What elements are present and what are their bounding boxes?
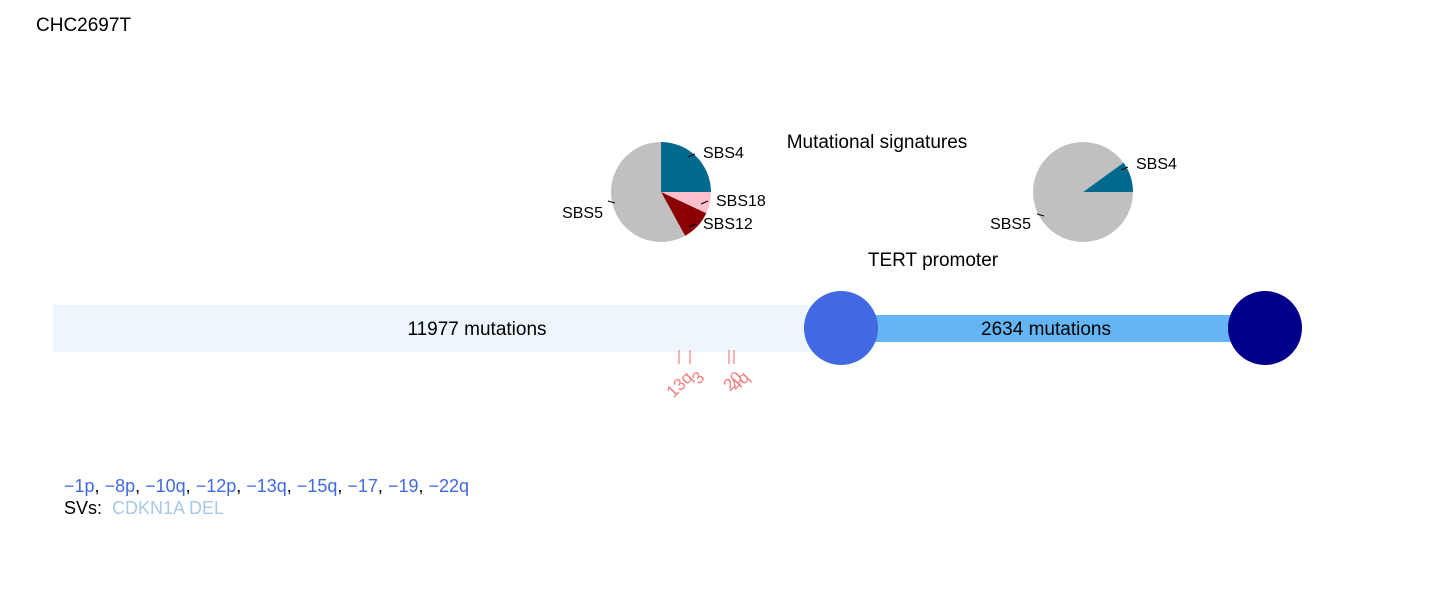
pie-label-sbs4: SBS4 <box>703 145 744 162</box>
pie-slice-sbs18 <box>661 192 711 214</box>
pie-label-tick <box>688 223 697 228</box>
cna-separator: , <box>377 476 388 496</box>
pie-label-sbs5: SBS5 <box>562 205 603 222</box>
pie-slice-sbs4 <box>1083 162 1133 192</box>
cna-separator: , <box>185 476 196 496</box>
pie-slice-sbs5 <box>1032 142 1133 243</box>
cna-event: −8p <box>104 476 136 496</box>
cna-event: −19 <box>387 476 419 496</box>
cna-markers: 13q 3 20 4q <box>663 350 753 401</box>
clone-node-2 <box>1228 291 1302 365</box>
pie-label-tick <box>687 153 696 158</box>
sv-values: CDKN1A DEL <box>112 498 225 518</box>
cna-event: −1p <box>64 476 95 496</box>
sv-line: SVs: CDKN1A DEL <box>64 498 224 519</box>
pie-label-sbs4: SBS4 <box>1136 156 1177 173</box>
cna-event: −13q <box>246 476 287 496</box>
cna-separator: , <box>94 476 105 496</box>
cna-event: −15q <box>296 476 338 496</box>
tert-promoter-label: TERT promoter <box>868 250 999 271</box>
cna-separator: , <box>135 476 146 496</box>
pie-label-sbs18: SBS18 <box>716 193 766 210</box>
pie-label-sbs5: SBS5 <box>990 216 1031 233</box>
pie-slice-sbs4 <box>661 142 711 192</box>
pie-slice-sbs5 <box>611 142 686 242</box>
cna-events-line: −1p, −8p, −10q, −12p, −13q, −15q, −17, −… <box>64 476 469 497</box>
cna-separator: , <box>418 476 429 496</box>
signature-pie-trunk: SBS4 SBS18 SBS12 SBS5 <box>562 142 766 242</box>
clone-node-1 <box>804 291 878 365</box>
cna-separator: , <box>286 476 297 496</box>
pie-label-tick <box>607 200 616 204</box>
sample-title: CHC2697T <box>36 15 131 36</box>
cna-separator: , <box>337 476 348 496</box>
branch-mutations-label: 2634 mutations <box>981 319 1111 340</box>
trunk-segment <box>53 305 843 352</box>
cna-event: −22q <box>428 476 470 496</box>
sv-label: SVs: <box>64 498 103 518</box>
pie-label-tick <box>1120 166 1129 171</box>
cna-event: −12p <box>195 476 237 496</box>
pie-label-tick <box>700 200 709 205</box>
signature-pie-branch: SBS4 SBS5 <box>990 142 1177 243</box>
mutational-signatures-label: Mutational signatures <box>787 132 968 153</box>
cna-event: −17 <box>347 476 378 496</box>
cna-event: −10q <box>145 476 186 496</box>
pie-label-tick <box>1036 213 1045 217</box>
branch-segment <box>841 315 1266 342</box>
cna-separator: , <box>236 476 247 496</box>
trunk-mutations-label: 11977 mutations <box>407 319 546 340</box>
pie-label-sbs12: SBS12 <box>703 216 753 233</box>
